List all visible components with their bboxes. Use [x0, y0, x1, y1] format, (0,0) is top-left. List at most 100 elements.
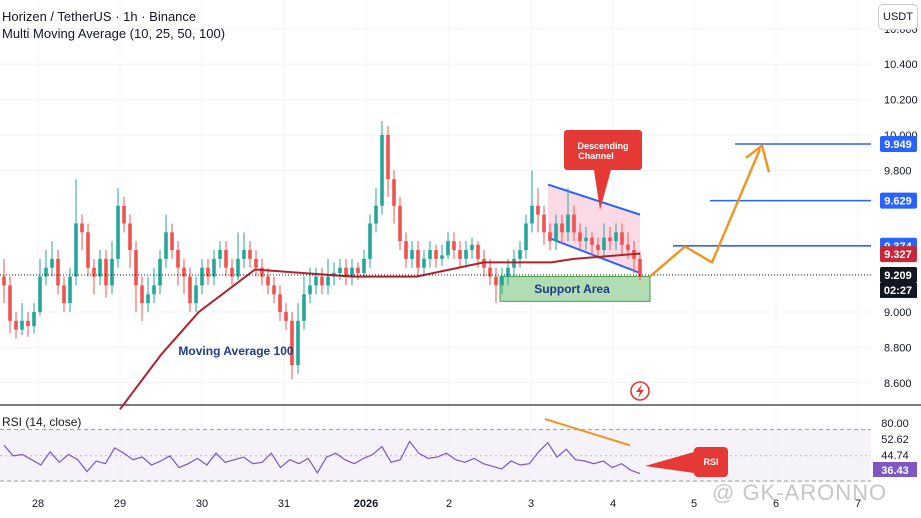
- candle-body: [440, 255, 444, 259]
- candle-body: [500, 276, 504, 286]
- candle-body: [74, 223, 78, 277]
- candle-body: [170, 232, 174, 251]
- price-tick-label: 10.400: [884, 59, 918, 71]
- candle-body: [116, 205, 120, 259]
- rsi-panel-label: RSI (14, close): [2, 415, 81, 429]
- candle-body: [356, 267, 360, 274]
- candle-body: [308, 285, 312, 295]
- candle-body: [554, 223, 558, 242]
- descending-channel-area: [548, 184, 640, 274]
- candle-body: [464, 250, 468, 259]
- support-area-label: Support Area: [534, 282, 610, 296]
- price-tick-label: 9.800: [884, 165, 912, 177]
- candle-body: [476, 244, 480, 259]
- candle-body: [590, 237, 594, 245]
- candle-body: [8, 285, 12, 321]
- price-label-badge: [880, 136, 917, 152]
- candle-body: [224, 250, 228, 268]
- candle-body: [530, 205, 534, 224]
- candle-body: [218, 250, 222, 259]
- candle-body: [320, 276, 324, 286]
- candle-body: [344, 267, 348, 277]
- channel-callout-text-1: Descending: [577, 141, 628, 151]
- rsi-tick-label: 52.62: [881, 434, 909, 446]
- flash-icon-bolt: [636, 384, 644, 398]
- price-label-text: 9.629: [884, 196, 912, 208]
- candle-body: [38, 276, 42, 312]
- candle-body: [398, 205, 402, 242]
- candle-body: [458, 250, 462, 259]
- rsi-value-badge: [873, 462, 917, 477]
- candle-body: [404, 241, 408, 259]
- candle-body: [98, 258, 102, 277]
- candle-body: [506, 267, 510, 277]
- time-tick-label: 29: [114, 498, 126, 510]
- rsi-callout-text: RSI: [703, 457, 718, 467]
- candle-body: [434, 250, 438, 259]
- candle-body: [32, 311, 36, 327]
- price-label-text: 9.209: [884, 270, 912, 282]
- candle-body: [314, 276, 318, 286]
- currency-button[interactable]: USDT: [878, 4, 918, 30]
- projection-arrowhead: [745, 144, 771, 173]
- candle-body: [362, 258, 366, 274]
- rsi-divergence-line: [544, 418, 631, 447]
- candle-body: [338, 267, 342, 274]
- candle-body: [326, 276, 330, 286]
- time-tick-label: 3: [528, 498, 534, 510]
- candle-body: [182, 267, 186, 277]
- candle-body: [518, 250, 522, 259]
- rsi-tick-label: 44.74: [881, 450, 909, 462]
- time-tick-label: 30: [196, 498, 208, 510]
- price-tick-label: 8.600: [884, 378, 912, 390]
- time-tick-label: 5: [691, 498, 697, 510]
- time-tick-label: 7: [855, 498, 861, 510]
- candle-body: [284, 311, 288, 321]
- support-area-zone: [499, 276, 651, 302]
- ma100-label: Moving Average 100: [178, 344, 293, 358]
- candle-body: [248, 250, 252, 259]
- candle-body: [548, 232, 552, 242]
- candle-body: [446, 241, 450, 256]
- flash-icon: [630, 381, 650, 401]
- candle-body: [608, 237, 612, 242]
- channel-upper-line: [547, 183, 641, 216]
- candle-body: [470, 244, 474, 251]
- candle-body: [302, 294, 306, 321]
- candle-body: [596, 244, 600, 251]
- candle-body: [536, 205, 540, 215]
- candle-body: [278, 294, 282, 312]
- channel-callout-bubble: [564, 130, 642, 210]
- candle-body: [140, 285, 144, 304]
- price-label-text: 9.949: [884, 139, 912, 151]
- candle-body: [584, 237, 588, 242]
- candle-body: [152, 285, 156, 295]
- price-tick-label: 8.800: [884, 342, 912, 354]
- candle-body: [134, 250, 138, 286]
- candle-body: [494, 276, 498, 286]
- candle-body: [638, 258, 642, 277]
- watermark: @ GK-ARONNO: [712, 480, 888, 505]
- candle-body: [368, 223, 372, 259]
- candle-body: [80, 223, 84, 233]
- candle-body: [452, 241, 456, 251]
- candle-body: [236, 258, 240, 277]
- candle-body: [626, 244, 630, 251]
- candle-body: [68, 276, 72, 304]
- candle-body: [242, 250, 246, 259]
- candle-body: [572, 214, 576, 233]
- price-tick-label: 10.200: [884, 95, 918, 107]
- time-tick-label: 2026: [354, 498, 378, 510]
- indicator-legend: Multi Moving Average (10, 25, 50, 100): [2, 26, 226, 41]
- candle-body: [164, 232, 168, 259]
- candle-body: [254, 258, 258, 268]
- candle-body: [50, 258, 54, 268]
- candle-body: [206, 267, 210, 277]
- candle-body: [614, 232, 618, 242]
- projection-path: [649, 148, 762, 278]
- candle-body: [542, 214, 546, 233]
- candle-body: [524, 223, 528, 251]
- candle-body: [602, 237, 606, 251]
